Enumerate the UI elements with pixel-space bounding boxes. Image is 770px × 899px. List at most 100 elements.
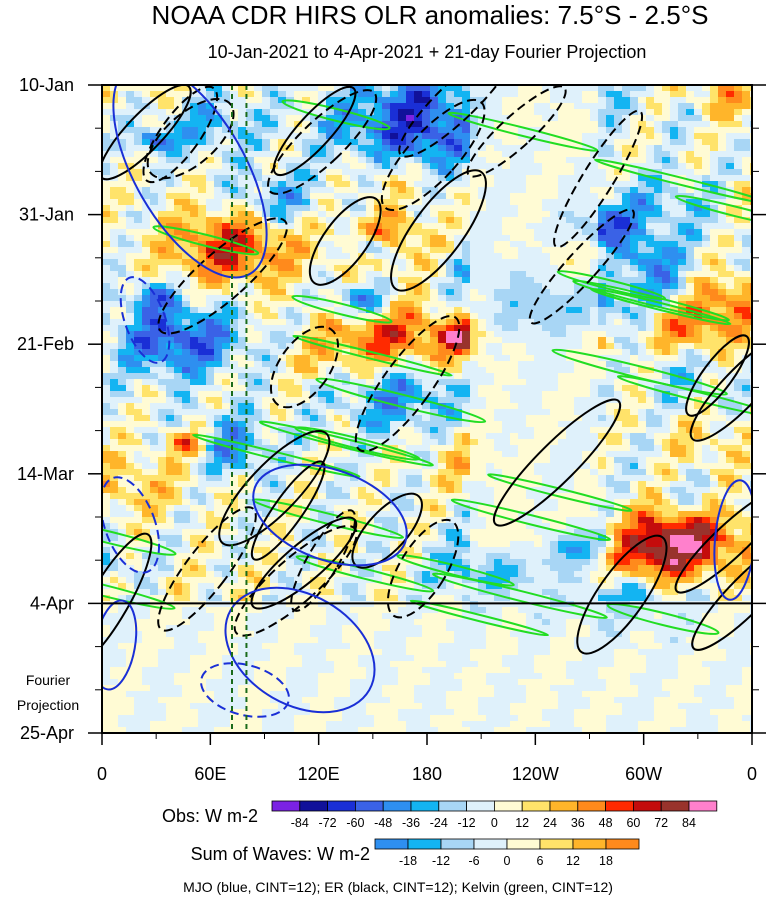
anomaly-cell bbox=[670, 247, 679, 254]
anomaly-cell bbox=[326, 127, 335, 134]
anomaly-cell bbox=[638, 187, 647, 194]
anomaly-cell bbox=[534, 397, 543, 404]
anomaly-cell bbox=[558, 433, 567, 440]
anomaly-cell bbox=[142, 205, 151, 212]
anomaly-cell bbox=[510, 115, 519, 122]
anomaly-cell bbox=[582, 133, 591, 140]
anomaly-cell bbox=[574, 367, 583, 374]
anomaly-cell bbox=[526, 175, 535, 182]
anomaly-cell bbox=[670, 241, 679, 248]
anomaly-cell bbox=[702, 193, 711, 200]
anomaly-cell bbox=[598, 187, 607, 194]
anomaly-cell bbox=[542, 271, 551, 278]
anomaly-cell bbox=[294, 277, 303, 284]
anomaly-cell bbox=[126, 181, 135, 188]
anomaly-cell bbox=[614, 331, 623, 338]
anomaly-cell bbox=[694, 181, 703, 188]
anomaly-cell bbox=[510, 235, 519, 242]
anomaly-cell bbox=[670, 163, 679, 170]
anomaly-cell bbox=[454, 145, 463, 152]
anomaly-cell bbox=[438, 193, 447, 200]
anomaly-cell bbox=[150, 163, 159, 170]
anomaly-cell bbox=[582, 121, 591, 128]
anomaly-cell bbox=[566, 193, 575, 200]
anomaly-cell bbox=[334, 301, 343, 308]
anomaly-cell bbox=[614, 127, 623, 134]
anomaly-cell bbox=[590, 277, 599, 284]
anomaly-cell bbox=[390, 271, 399, 278]
anomaly-cell bbox=[102, 91, 111, 98]
anomaly-cell bbox=[470, 187, 479, 194]
anomaly-cell bbox=[582, 223, 591, 230]
anomaly-cell bbox=[326, 427, 335, 434]
anomaly-cell bbox=[342, 373, 351, 380]
anomaly-cell bbox=[526, 433, 535, 440]
anomaly-cell bbox=[454, 433, 463, 440]
anomaly-cell bbox=[246, 415, 255, 422]
anomaly-cell bbox=[286, 301, 295, 308]
anomaly-cell bbox=[710, 133, 719, 140]
anomaly-cell bbox=[222, 253, 231, 260]
anomaly-cell bbox=[462, 139, 471, 146]
anomaly-cell bbox=[318, 409, 327, 416]
anomaly-cell bbox=[654, 331, 663, 338]
anomaly-cell bbox=[566, 319, 575, 326]
anomaly-cell bbox=[134, 415, 143, 422]
anomaly-cell bbox=[398, 313, 407, 320]
anomaly-cell bbox=[302, 211, 311, 218]
anomaly-cell bbox=[134, 235, 143, 242]
anomaly-cell bbox=[438, 343, 447, 350]
anomaly-cell bbox=[390, 145, 399, 152]
anomaly-cell bbox=[454, 295, 463, 302]
anomaly-cell bbox=[422, 205, 431, 212]
anomaly-cell bbox=[166, 331, 175, 338]
anomaly-cell bbox=[550, 433, 559, 440]
anomaly-cell bbox=[222, 169, 231, 176]
anomaly-cell bbox=[406, 331, 415, 338]
anomaly-cell bbox=[502, 385, 511, 392]
anomaly-cell bbox=[630, 259, 639, 266]
anomaly-cell bbox=[222, 271, 231, 278]
anomaly-cell bbox=[670, 319, 679, 326]
anomaly-cell bbox=[182, 175, 191, 182]
anomaly-cell bbox=[198, 97, 207, 104]
anomaly-cell bbox=[382, 133, 391, 140]
anomaly-cell bbox=[486, 343, 495, 350]
anomaly-cell bbox=[470, 331, 479, 338]
anomaly-cell bbox=[478, 103, 487, 110]
anomaly-cell bbox=[486, 253, 495, 260]
anomaly-cell bbox=[734, 145, 743, 152]
anomaly-cell bbox=[286, 121, 295, 128]
anomaly-cell bbox=[454, 139, 463, 146]
anomaly-cell bbox=[294, 271, 303, 278]
anomaly-cell bbox=[718, 187, 727, 194]
anomaly-cell bbox=[278, 373, 287, 380]
anomaly-cell bbox=[462, 439, 471, 446]
anomaly-cell bbox=[190, 427, 199, 434]
anomaly-cell bbox=[230, 265, 239, 272]
anomaly-cell bbox=[334, 211, 343, 218]
anomaly-cell bbox=[254, 253, 263, 260]
anomaly-cell bbox=[606, 409, 615, 416]
anomaly-cell bbox=[430, 175, 439, 182]
anomaly-cell bbox=[630, 85, 639, 92]
anomaly-cell bbox=[702, 349, 711, 356]
anomaly-cell bbox=[110, 337, 119, 344]
anomaly-cell bbox=[422, 361, 431, 368]
anomaly-cell bbox=[694, 199, 703, 206]
anomaly-cell bbox=[254, 103, 263, 110]
anomaly-cell bbox=[726, 133, 735, 140]
anomaly-cell bbox=[726, 295, 735, 302]
anomaly-cell bbox=[702, 355, 711, 362]
anomaly-cell bbox=[150, 109, 159, 116]
anomaly-cell bbox=[726, 223, 735, 230]
anomaly-cell bbox=[662, 247, 671, 254]
anomaly-cell bbox=[654, 283, 663, 290]
anomaly-cell bbox=[230, 343, 239, 350]
anomaly-cell bbox=[270, 85, 279, 92]
anomaly-cell bbox=[710, 139, 719, 146]
anomaly-cell bbox=[142, 331, 151, 338]
anomaly-cell bbox=[406, 175, 415, 182]
anomaly-cell bbox=[734, 325, 743, 332]
anomaly-cell bbox=[246, 343, 255, 350]
